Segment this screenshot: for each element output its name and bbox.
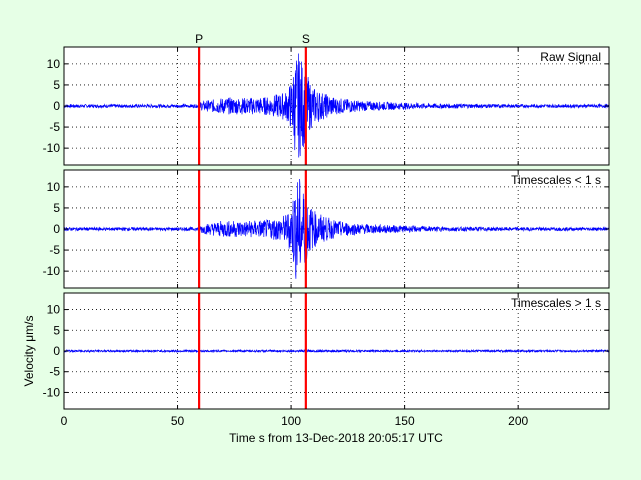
panel-title: Raw Signal: [540, 50, 601, 64]
y-tick-label: -5: [49, 365, 60, 379]
y-tick-label: 0: [53, 344, 60, 358]
y-axis-label: Velocity μm/s: [22, 316, 36, 387]
phase-label-s: S: [302, 32, 310, 46]
x-tick-label: 50: [171, 414, 185, 428]
x-axis-label: Time s from 13-Dec-2018 20:05:17 UTC: [229, 431, 443, 445]
y-tick-label: -10: [43, 264, 61, 278]
y-tick-label: 5: [53, 201, 60, 215]
x-tick-label: 200: [508, 414, 528, 428]
y-tick-label: 10: [47, 57, 61, 71]
phase-label-p: P: [195, 32, 203, 46]
panel-title: Timescales > 1 s: [511, 296, 601, 310]
y-tick-label: 5: [53, 323, 60, 337]
panel-title: Timescales < 1 s: [511, 173, 601, 187]
y-tick-label: 10: [47, 180, 61, 194]
y-tick-label: 10: [47, 303, 61, 317]
waveform-line: [63, 348, 610, 354]
y-tick-label: 5: [53, 78, 60, 92]
y-tick-label: -10: [43, 141, 61, 155]
panel-1: 10 5 0 -5 -10 Raw Signal: [43, 46, 610, 166]
x-tick-label: 150: [395, 414, 415, 428]
waveform-line: [63, 179, 610, 279]
x-tick-label: 100: [281, 414, 301, 428]
y-tick-label: -5: [49, 243, 60, 257]
panel-2: 10 5 0 -5 -10 Timescales < 1 s: [43, 169, 610, 289]
waveform-line: [63, 53, 610, 158]
y-tick-label: 0: [53, 222, 60, 236]
y-tick-label: -10: [43, 385, 61, 399]
x-tick-label: 0: [61, 414, 68, 428]
y-tick-label: 0: [53, 99, 60, 113]
y-tick-label: -5: [49, 120, 60, 134]
